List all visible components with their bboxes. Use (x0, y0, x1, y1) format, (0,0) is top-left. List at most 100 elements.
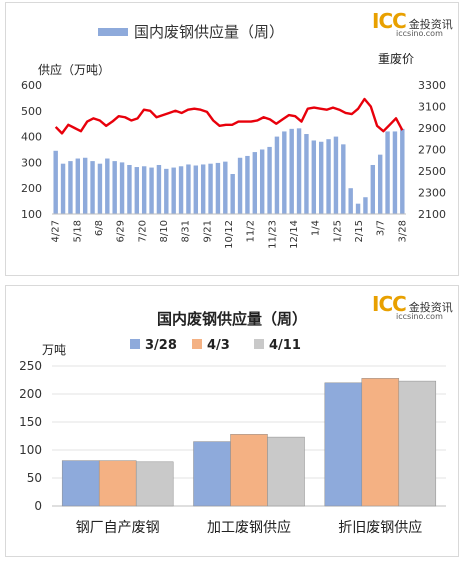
supply-bar (311, 140, 317, 214)
icc-logo-bottom: ICC 金投资讯 iccsino.com (372, 292, 453, 321)
bar-4-11 (398, 380, 437, 507)
supply-bar (90, 161, 95, 214)
logo-cn: 金投资讯 (408, 301, 453, 314)
x-tick-label: 3/28 (397, 220, 408, 242)
supply-bar (392, 131, 398, 214)
left-tick-label: 600 (21, 79, 42, 92)
left-axis-title: 供应（万吨） (38, 62, 110, 77)
logo-url: iccsino.com (396, 29, 443, 38)
supply-bar (82, 157, 88, 214)
right-tick-label: 2900 (418, 122, 446, 135)
supply-bar (200, 164, 206, 214)
supply-bar (304, 134, 309, 214)
x-tick-label: 1/4 (311, 220, 322, 236)
y-tick-label: 100 (19, 443, 42, 457)
category-label: 折旧废钢供应 (338, 519, 422, 536)
supply-bar (223, 161, 228, 214)
supply-bar (171, 167, 176, 214)
legend-label: 3/28 (145, 338, 177, 353)
y-tick-label: 0 (34, 499, 42, 513)
x-tick-label: 2/15 (354, 220, 365, 242)
supply-bar (333, 136, 339, 214)
supply-bar (385, 131, 390, 214)
supply-bar (289, 128, 294, 214)
y-axis-title: 万吨 (42, 343, 66, 357)
supply-bar (326, 139, 331, 214)
supply-bar (318, 141, 324, 214)
supply-bar (363, 197, 368, 214)
right-tick-label: 2500 (418, 165, 446, 178)
supply-bar (282, 131, 287, 214)
supply-bar (259, 149, 265, 214)
left-tick-label: 200 (21, 182, 42, 195)
logo-mark: ICC (372, 9, 407, 33)
x-tick-label: 6/29 (116, 220, 127, 242)
chart2-svg: 国内废钢供应量（周） 万吨 3/28 4/3 4/11 250 200 150 100 50 0 钢厂… (19, 310, 446, 536)
bar-4-11 (135, 461, 174, 507)
right-tick-label: 3300 (418, 79, 446, 92)
legend-swatch (254, 339, 264, 349)
price-line (54, 97, 404, 135)
x-tick-label: 9/21 (202, 220, 213, 242)
supply-bar (237, 157, 243, 214)
supply-bar (97, 163, 103, 214)
supply-bar (119, 162, 125, 214)
supply-bar (60, 163, 66, 214)
chart2-title: 国内废钢供应量（周） (157, 310, 307, 328)
logo-mark: ICC (372, 292, 407, 316)
x-tick-label: 10/12 (224, 220, 235, 249)
supply-bar (53, 150, 58, 214)
legend-swatch (192, 339, 202, 349)
left-tick-label: 400 (21, 131, 42, 144)
supply-bar (215, 162, 221, 214)
supply-bar (186, 164, 191, 214)
bar-4-11 (267, 436, 305, 507)
legend-swatch-supply (98, 28, 128, 36)
supply-bar (267, 146, 272, 214)
x-tick-label: 12/14 (289, 220, 300, 249)
supply-bar (400, 128, 405, 214)
x-tick-label: 8/31 (181, 220, 192, 242)
supply-bar (149, 167, 154, 214)
supply-bar (141, 166, 147, 214)
supply-breakdown-chart: 国内废钢供应量（周） 万吨 3/28 4/3 4/11 250 200 150 100 50 0 钢厂… (5, 285, 459, 557)
logo-url: iccsino.com (396, 312, 443, 321)
supply-bar (127, 164, 132, 214)
weekly-supply-price-chart: 国内废钢供应量（周） 供应（万吨） 重废价 600 500 400 300 200 100 330… (5, 2, 459, 276)
x-tick-label: 4/27 (51, 220, 62, 242)
supply-bar (75, 158, 81, 214)
x-tick-label: 11/2 (246, 220, 257, 242)
chart1-svg: 国内废钢供应量（周） 供应（万吨） 重废价 600 500 400 300 200 100 330… (21, 23, 446, 249)
right-tick-label: 2100 (418, 208, 446, 221)
supply-bar (134, 167, 140, 214)
bar-4-3 (98, 460, 137, 507)
x-tick-label: 7/20 (137, 220, 148, 242)
y-tick-label: 150 (19, 415, 42, 429)
supply-bar (193, 165, 199, 214)
x-tick-label: 1/25 (332, 220, 343, 242)
x-tick-label: 8/10 (159, 220, 170, 242)
right-tick-label: 2700 (418, 144, 446, 157)
supply-bar (355, 203, 361, 214)
bar-4-3 (230, 434, 268, 507)
supply-bar (178, 166, 184, 214)
supply-bar (341, 144, 346, 214)
left-tick-label: 500 (21, 105, 42, 118)
x-tick-label: 11/23 (267, 220, 278, 249)
y-tick-label: 50 (27, 471, 42, 485)
supply-bar (112, 161, 117, 214)
supply-bar (230, 174, 235, 214)
supply-bar (245, 155, 250, 214)
supply-bar (208, 163, 213, 214)
bar-3-28 (61, 460, 100, 507)
right-tick-label: 2300 (418, 187, 446, 200)
bar-3-28 (193, 441, 231, 507)
supply-bar (68, 161, 73, 214)
y-tick-label: 200 (19, 387, 42, 401)
supply-bar (370, 164, 376, 214)
bar-3-28 (324, 382, 363, 507)
legend-label: 4/11 (269, 338, 301, 353)
left-tick-label: 300 (21, 156, 42, 169)
supply-bar (296, 128, 302, 214)
supply-bar (105, 158, 110, 214)
